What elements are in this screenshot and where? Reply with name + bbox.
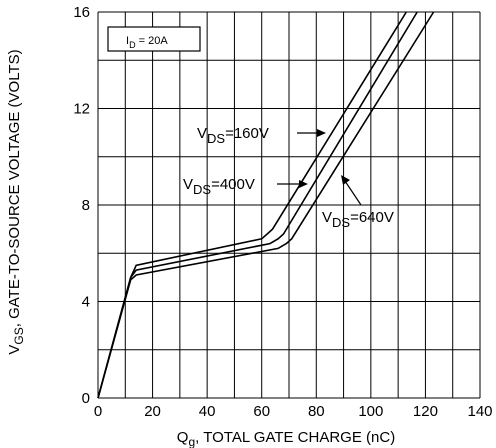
curve-label-text: VDS=160V bbox=[197, 125, 269, 146]
series-line bbox=[97, 11, 418, 399]
curve-label-160v: VDS=160V bbox=[197, 125, 326, 146]
grid bbox=[97, 11, 481, 399]
x-tick-label: 100 bbox=[358, 403, 383, 420]
x-tick-label: 20 bbox=[144, 403, 161, 420]
x-axis-title: Qg, TOTAL GATE CHARGE (nC) bbox=[177, 429, 395, 448]
x-tick-label: 40 bbox=[199, 403, 216, 420]
y-axis-title: VGS, GATE-TO-SOURCE VOLTAGE (VOLTS) bbox=[6, 49, 26, 354]
y-tick-label: 12 bbox=[73, 101, 90, 118]
curve-label-400v: VDS=400V bbox=[183, 176, 308, 197]
x-tick-label: 80 bbox=[308, 403, 325, 420]
y-tick-label: 16 bbox=[73, 4, 90, 21]
curve-label-640v: VDS=640V bbox=[322, 175, 394, 230]
arrow-shaft bbox=[344, 180, 362, 206]
curve-label-text: VDS=400V bbox=[183, 176, 255, 197]
arrow-head bbox=[317, 129, 326, 137]
series-line bbox=[97, 11, 435, 399]
arrow-head bbox=[299, 180, 308, 188]
legend-box-frame bbox=[107, 26, 201, 52]
arrow-head bbox=[341, 175, 350, 185]
y-tick-labels: 0 4 8 12 16 bbox=[73, 4, 90, 407]
x-tick-label: 0 bbox=[94, 403, 102, 420]
x-tick-label: 140 bbox=[467, 403, 492, 420]
x-tick-labels: 0 20 40 60 80 100 120 140 bbox=[94, 403, 493, 420]
legend-text: ID = 20A bbox=[126, 35, 168, 50]
y-tick-label: 0 bbox=[82, 390, 90, 407]
y-tick-label: 8 bbox=[82, 197, 90, 214]
x-tick-label: 60 bbox=[253, 403, 270, 420]
y-tick-label: 4 bbox=[82, 294, 90, 311]
x-tick-label: 120 bbox=[413, 403, 438, 420]
series-group bbox=[97, 11, 435, 399]
curve-label-text: VDS=640V bbox=[322, 209, 394, 230]
legend-box: ID = 20A bbox=[107, 26, 201, 52]
